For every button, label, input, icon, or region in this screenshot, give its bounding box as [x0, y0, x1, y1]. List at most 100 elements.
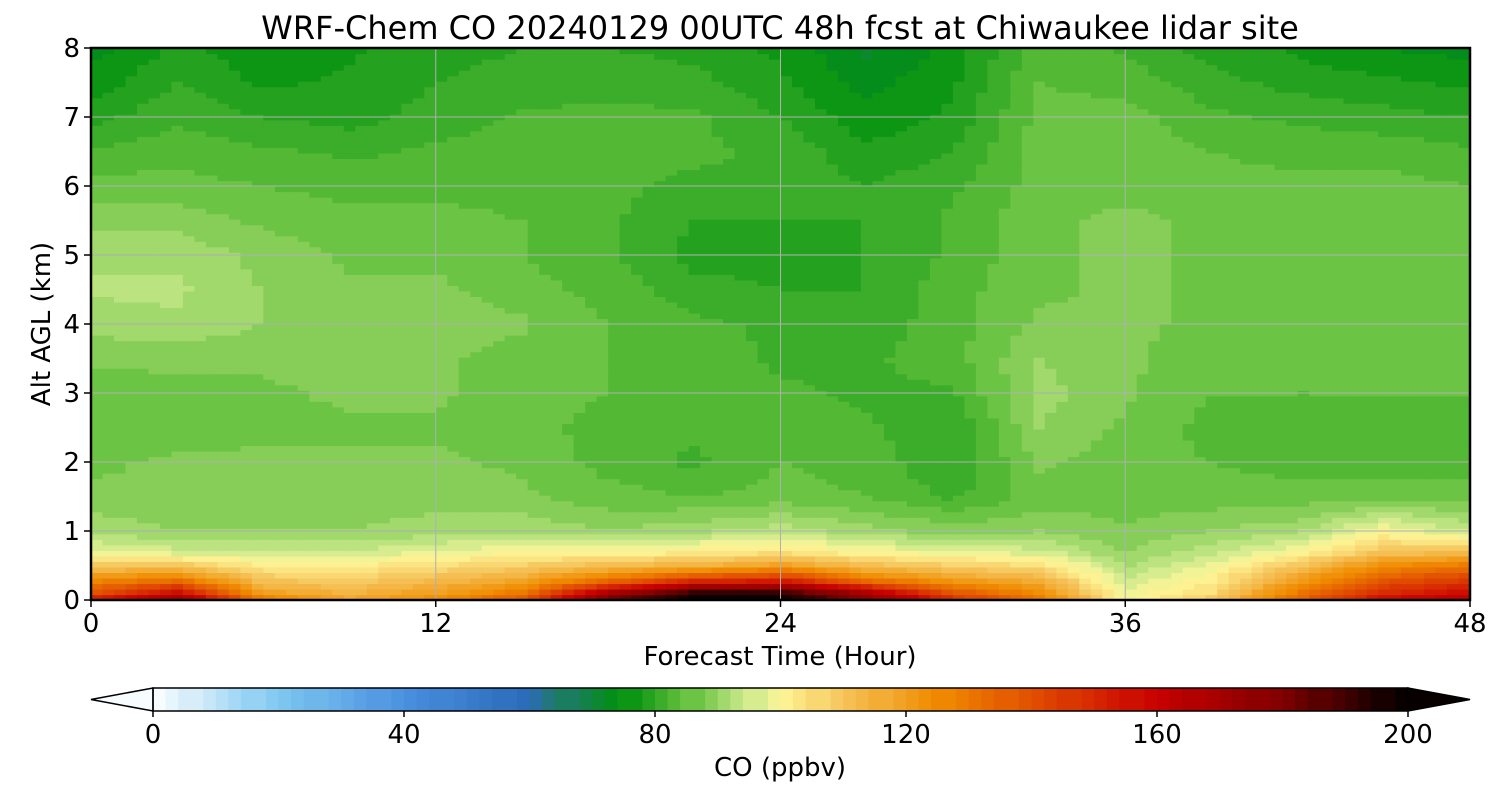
heatmap-cell	[1297, 467, 1310, 474]
heatmap-cell	[1424, 577, 1437, 585]
heatmap-cell	[113, 544, 127, 551]
heatmap-cell	[1286, 384, 1299, 391]
heatmap-cell	[1458, 395, 1470, 402]
heatmap-cell	[458, 577, 471, 585]
heatmap-cell	[665, 566, 678, 573]
heatmap-cell	[343, 588, 356, 596]
heatmap-cell	[596, 406, 609, 413]
heatmap-cell	[1332, 439, 1345, 447]
heatmap-cell	[263, 379, 276, 386]
heatmap-cell	[470, 539, 483, 546]
heatmap-cell	[1447, 384, 1460, 391]
heatmap-cell	[493, 450, 506, 458]
heatmap-cell	[631, 517, 644, 524]
heatmap-cell	[550, 484, 563, 491]
heatmap-cell	[1263, 561, 1276, 568]
heatmap-cell	[240, 445, 253, 452]
heatmap-cell	[814, 412, 828, 419]
heatmap-cell	[562, 373, 575, 380]
heatmap-cell	[182, 473, 196, 480]
heatmap-cell	[217, 368, 230, 375]
heatmap-cell	[952, 506, 965, 513]
heatmap-cell	[746, 417, 759, 424]
heatmap-cell	[987, 572, 1000, 579]
heatmap-cell	[1320, 395, 1333, 402]
heatmap-cell	[355, 588, 368, 596]
heatmap-cell	[711, 506, 724, 513]
heatmap-cell	[654, 428, 667, 435]
heatmap-cell	[1021, 423, 1034, 430]
heatmap-cell	[447, 462, 460, 469]
heatmap-cell	[435, 428, 448, 435]
heatmap-cell	[1286, 511, 1299, 518]
heatmap-cell	[91, 439, 104, 447]
heatmap-cell	[1159, 423, 1172, 430]
heatmap-cell	[1033, 456, 1046, 463]
heatmap-cell	[1113, 467, 1126, 474]
heatmap-cell	[1343, 406, 1356, 413]
heatmap-cell	[952, 434, 965, 441]
heatmap-cell	[1297, 456, 1310, 463]
heatmap-cell	[734, 478, 747, 485]
heatmap-cell	[1102, 489, 1115, 496]
heatmap-cell	[1010, 473, 1023, 480]
heatmap-cell	[1309, 495, 1322, 502]
heatmap-cell	[883, 583, 897, 590]
heatmap-cell	[148, 583, 161, 590]
heatmap-cell	[504, 539, 517, 546]
heatmap-cell	[539, 555, 552, 562]
heatmap-cell	[964, 484, 977, 491]
heatmap-cell	[274, 561, 287, 568]
heatmap-cell	[952, 566, 965, 573]
heatmap-cell	[1228, 506, 1241, 513]
heatmap-cell	[1079, 572, 1092, 579]
heatmap-cell	[1447, 550, 1460, 557]
heatmap-cell	[631, 395, 644, 402]
heatmap-cell	[113, 495, 127, 502]
heatmap-cell	[1458, 533, 1470, 540]
heatmap-cell	[194, 450, 207, 458]
heatmap-cell	[906, 467, 919, 474]
heatmap-cell	[1412, 566, 1425, 573]
heatmap-cell	[412, 439, 425, 447]
heatmap-cell	[332, 462, 345, 469]
heatmap-cell	[286, 439, 299, 447]
heatmap-cell	[458, 583, 471, 590]
heatmap-cell	[228, 588, 241, 596]
heatmap-cell	[401, 588, 414, 596]
heatmap-cell	[573, 566, 586, 573]
heatmap-cell	[251, 506, 264, 513]
heatmap-cell	[596, 555, 609, 562]
heatmap-cell	[493, 550, 506, 557]
heatmap-cell	[1010, 489, 1023, 496]
heatmap-cell	[837, 566, 851, 573]
heatmap-cell	[205, 506, 219, 513]
heatmap-cell	[412, 401, 425, 408]
heatmap-cell	[378, 517, 391, 524]
heatmap-cell	[205, 577, 219, 585]
heatmap-cell	[297, 522, 310, 529]
heatmap-cell	[159, 450, 173, 458]
heatmap-cell	[1159, 462, 1172, 469]
heatmap-cell	[389, 555, 402, 562]
heatmap-cell	[654, 500, 667, 507]
heatmap-cell	[263, 445, 276, 452]
heatmap-cell	[562, 434, 575, 441]
heatmap-cell	[562, 544, 575, 551]
heatmap-cell	[987, 522, 1000, 529]
heatmap-cell	[573, 484, 586, 491]
heatmap-cell	[91, 478, 104, 485]
heatmap-cell	[343, 550, 356, 557]
heatmap-cell	[1217, 434, 1230, 441]
heatmap-cell	[504, 594, 517, 600]
heatmap-cell	[803, 478, 816, 485]
heatmap-cell	[826, 395, 839, 402]
heatmap-cell	[1389, 588, 1402, 596]
heatmap-cell	[1366, 511, 1379, 518]
heatmap-cell	[803, 412, 816, 419]
heatmap-cell	[424, 384, 437, 391]
heatmap-cell	[998, 401, 1011, 408]
heatmap-cell	[424, 533, 437, 540]
heatmap-cell	[228, 572, 241, 579]
heatmap-cell	[964, 511, 977, 518]
